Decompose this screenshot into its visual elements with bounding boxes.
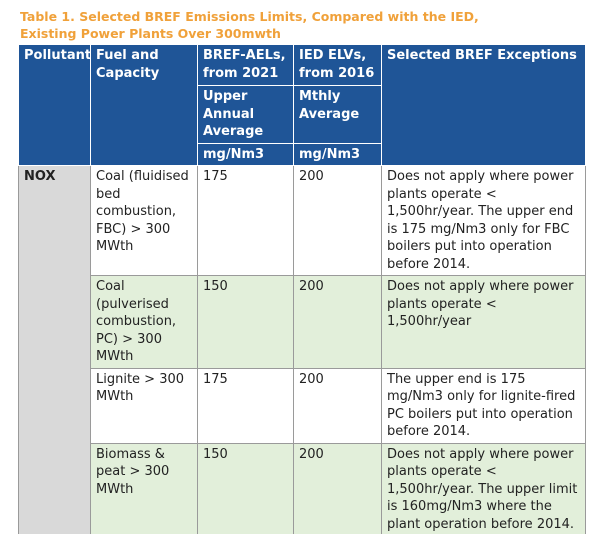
subheader-cell: Upper Annual Average bbox=[197, 85, 294, 144]
value-cell: 175 bbox=[197, 165, 294, 276]
header-cell: IED ELVs, from 2016 bbox=[293, 44, 382, 86]
header-cell: Fuel and Capacity bbox=[90, 44, 198, 166]
value-cell: 200 bbox=[293, 165, 382, 276]
fuel-cell: Coal (pulverised combustion, PC) > 300 M… bbox=[90, 275, 198, 369]
exception-cell: Does not apply where power plants operat… bbox=[381, 165, 586, 276]
title-line: Table 1. Selected BREF Emissions Limits,… bbox=[20, 9, 479, 24]
fuel-cell: Lignite > 300 MWth bbox=[90, 367, 198, 444]
table-row: Coal (pulverised combustion, PC) > 300 M… bbox=[19, 275, 586, 369]
exception-cell: Does not apply where power plants operat… bbox=[381, 275, 586, 369]
table: Pollutant Fuel and Capacity BREF-AELs, f… bbox=[18, 44, 586, 534]
subheader-cell: Mthly Average bbox=[293, 85, 382, 144]
value-cell: 200 bbox=[293, 275, 382, 369]
value-cell: 150 bbox=[197, 275, 294, 369]
table-title: Table 1. Selected BREF Emissions Limits,… bbox=[20, 8, 479, 42]
value-cell: 175 bbox=[197, 367, 294, 444]
header-cell: Selected BREF Exceptions bbox=[381, 44, 586, 166]
fuel-cell: Biomass & peat > 300 MWth bbox=[90, 442, 198, 534]
unit-cell: mg/Nm3 bbox=[293, 142, 382, 166]
unit-cell: mg/Nm3 bbox=[197, 142, 294, 166]
table-row: NOX Coal (fluidised bed combustion, FBC) … bbox=[18, 165, 586, 534]
title-line: Existing Power Plants Over 300mwth bbox=[20, 26, 281, 41]
value-cell: 200 bbox=[293, 442, 382, 534]
header-cell: Pollutant bbox=[18, 44, 91, 166]
exception-cell: Does not apply where power plants operat… bbox=[381, 442, 586, 534]
fuel-cell: Coal (fluidised bed combustion, FBC) > 3… bbox=[90, 165, 198, 276]
header-cell: BREF-AELs, from 2021 bbox=[197, 44, 294, 86]
exception-cell: The upper end is 175 mg/Nm3 only for lig… bbox=[381, 367, 586, 444]
pollutant-cell: NOX bbox=[18, 165, 91, 534]
table-row: Biomass & peat > 300 MWth 150 200 Does not … bbox=[19, 442, 586, 534]
table-row: Lignite > 300 MWth 175 200 The upper end is… bbox=[19, 367, 586, 444]
value-cell: 150 bbox=[197, 442, 294, 534]
value-cell: 200 bbox=[293, 367, 382, 444]
table-body: NOX Coal (fluidised bed combustion, FBC) … bbox=[18, 165, 586, 534]
